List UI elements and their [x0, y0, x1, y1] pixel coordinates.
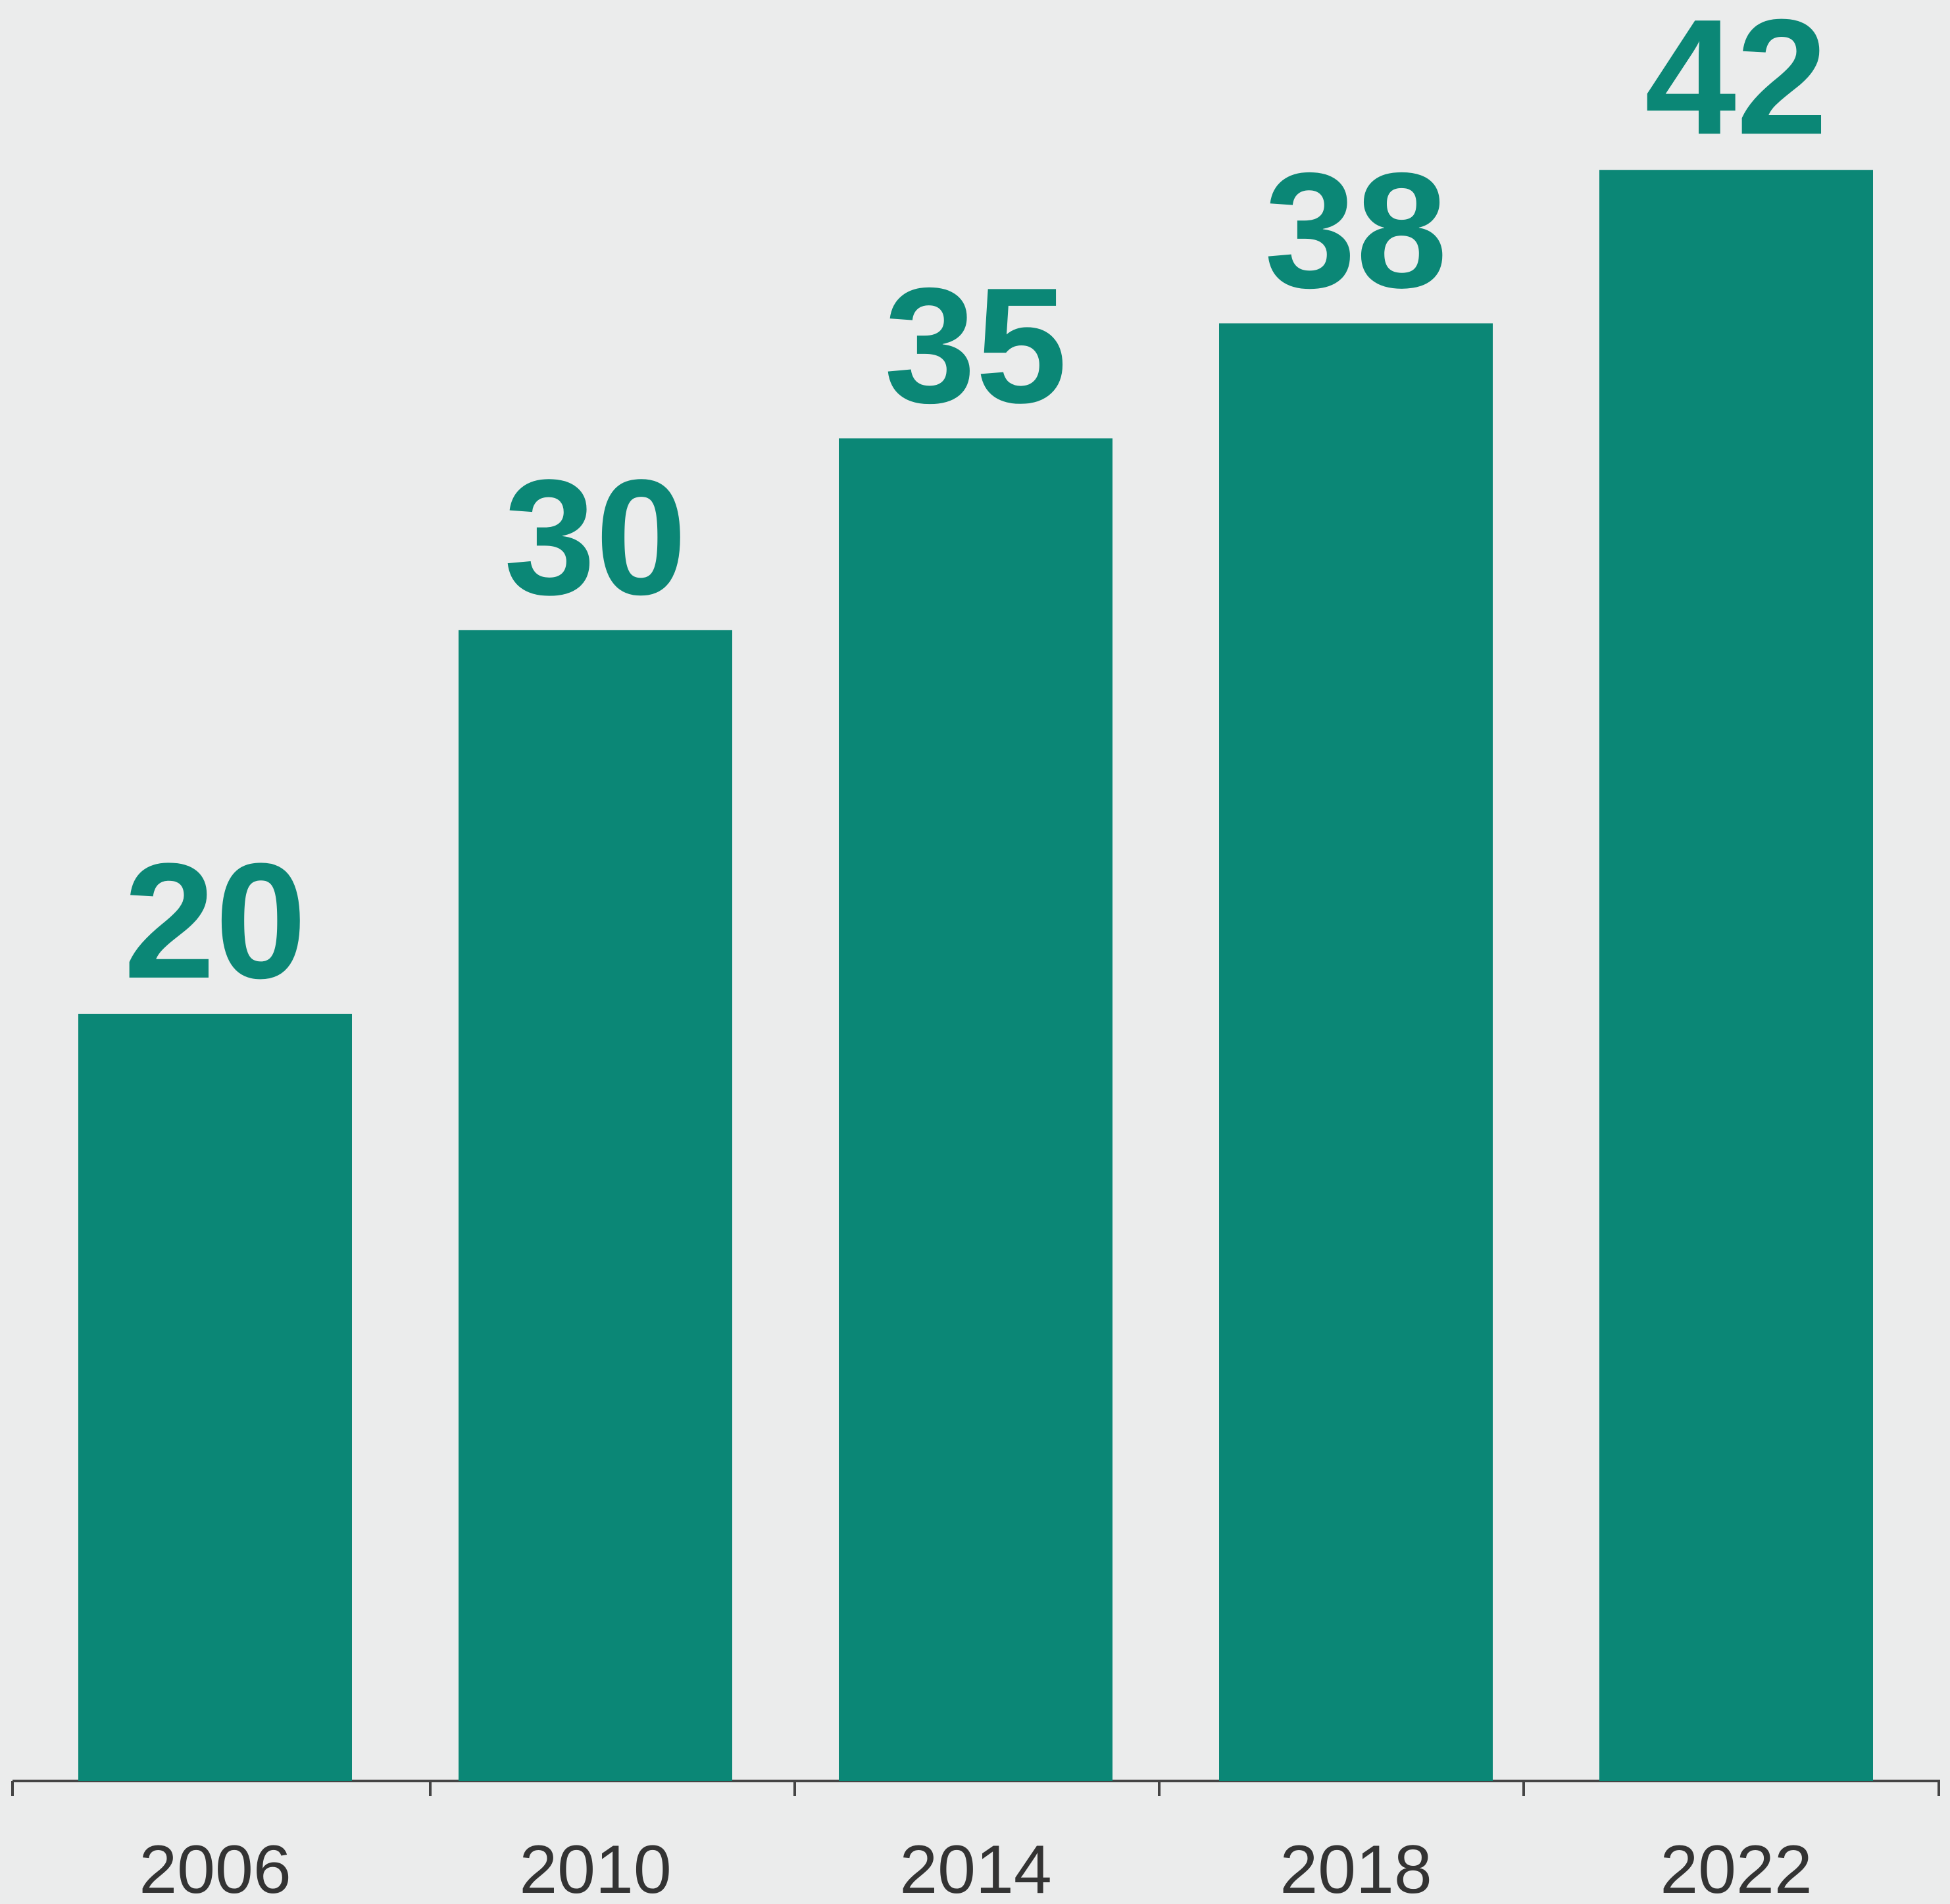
x-tick-label: 2014 — [899, 1832, 1051, 1904]
x-tick-label: 2018 — [1280, 1832, 1432, 1904]
x-tick-label: 2006 — [139, 1832, 291, 1904]
bar — [78, 1013, 352, 1781]
bar — [1599, 170, 1873, 1782]
value-label: 30 — [504, 445, 687, 629]
value-label: 38 — [1264, 138, 1447, 322]
value-label: 20 — [124, 829, 307, 1013]
bar — [1219, 323, 1493, 1781]
value-label: 42 — [1645, 0, 1828, 168]
value-label: 35 — [884, 253, 1067, 437]
bar — [839, 438, 1112, 1781]
x-tick-label: 2022 — [1660, 1832, 1812, 1904]
x-tick-label: 2010 — [519, 1832, 671, 1904]
bar — [459, 630, 732, 1781]
